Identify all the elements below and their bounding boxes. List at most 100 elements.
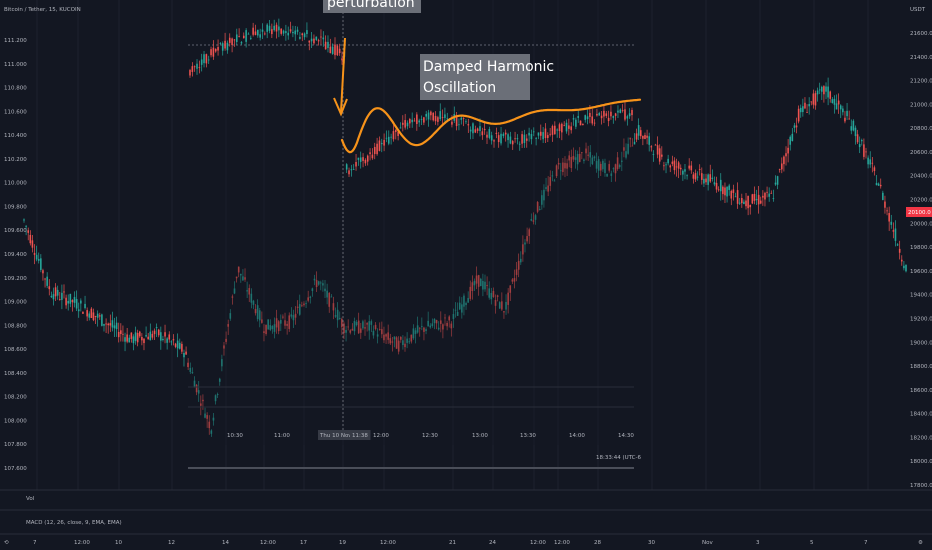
candle-body (589, 152, 592, 158)
candle-body (395, 337, 398, 349)
inset-candle-body (383, 139, 385, 146)
candle-body (122, 333, 124, 335)
inset-candle-body (476, 128, 479, 131)
candle-body (280, 320, 282, 324)
candle-body (852, 120, 855, 131)
inset-candle-body (558, 124, 561, 132)
candle-body (301, 305, 303, 307)
candle-body (844, 117, 846, 122)
candle-body (307, 297, 309, 301)
candle-body (669, 165, 672, 168)
candle-body (176, 340, 179, 349)
inset-candle-body (430, 111, 432, 116)
candle-body (31, 240, 34, 248)
candle-body (730, 190, 733, 199)
inset-candle-body (191, 66, 194, 72)
candle-body (717, 189, 720, 191)
inset-candle-body (226, 42, 229, 51)
candle-body (766, 191, 768, 193)
candle-body (793, 125, 796, 128)
time-axis-tick: 7 (864, 540, 868, 546)
left-axis-tick: 108.000 (4, 418, 27, 424)
time-axis-tick: 12:00 (74, 540, 90, 546)
candle-body (322, 283, 324, 286)
inset-candle-body (542, 132, 544, 140)
candle-body (136, 333, 139, 343)
candle-body (711, 177, 714, 179)
candle-body (751, 194, 754, 204)
candle-body (467, 297, 469, 303)
candle-body (602, 160, 604, 170)
candle-body (326, 290, 328, 298)
candle-body (473, 280, 476, 286)
inset-candle-body (282, 30, 285, 34)
inset-background (188, 0, 634, 445)
candle-body (614, 164, 617, 174)
inset-candle-body (610, 111, 612, 117)
inset-candle-body (451, 121, 453, 125)
oscillation-label-2: Oscillation (423, 80, 496, 96)
candle-body (82, 311, 84, 314)
candle-body (486, 285, 488, 287)
candle-body (749, 204, 752, 208)
inset-candle-body (628, 113, 631, 117)
candle-body (644, 135, 646, 140)
scroll-left-icon[interactable]: ⟲ (4, 540, 9, 546)
candle-body (35, 254, 38, 260)
left-axis-tick: 109.800 (4, 204, 27, 210)
candle-body (684, 169, 686, 172)
macd-label: MACD (12, 26, close, 9, EMA, EMA) (26, 520, 122, 526)
candle-body (421, 326, 423, 328)
candle-body (206, 415, 208, 419)
candle-body (835, 103, 838, 110)
candle-body (703, 178, 705, 184)
candle-body (648, 136, 650, 145)
inset-candle-body (296, 29, 299, 32)
candle-body (404, 343, 406, 348)
settings-icon[interactable]: ⚙ (918, 540, 923, 546)
candle-body (412, 328, 415, 339)
right-price-axis[interactable]: 21600.0 21400.0 21200.0 21000.0 20800.0 20600… (910, 31, 932, 489)
candle-body (867, 157, 869, 165)
inset-candle-body (462, 117, 465, 119)
main-time-axis[interactable]: 7 12:00 10 12 14 12:00 17 19 12:00 21 12:00 24 12:00… (33, 540, 868, 546)
candle-body (879, 184, 882, 187)
candle-body (103, 324, 105, 326)
candle-body (505, 301, 507, 310)
candle-body (141, 336, 143, 341)
left-axis-tick: 110.000 (4, 181, 27, 187)
candle-body (317, 281, 320, 285)
inset-candle-body (327, 41, 329, 48)
candle-body (25, 225, 27, 227)
inset-candle-body (626, 116, 629, 119)
candle-body (151, 333, 154, 338)
inset-candle-body (207, 59, 210, 61)
inset-candle-body (205, 54, 208, 64)
candle-body (517, 260, 520, 270)
candle-body (663, 165, 665, 167)
candle-body (722, 186, 724, 195)
candle-body (732, 189, 735, 193)
candle-body (267, 319, 269, 330)
inset-candle-body (511, 141, 514, 145)
candle-body (759, 200, 762, 204)
candle-body (160, 332, 162, 341)
inset-candle-body (380, 142, 383, 145)
perturbation-arrow (333, 37, 348, 117)
time-axis-tick: 17 (300, 540, 307, 546)
oscillation-box (420, 54, 530, 100)
inset-candle-body (425, 114, 428, 117)
inset-candle-body (366, 155, 369, 162)
candle-body (311, 288, 314, 291)
candle-body (341, 318, 343, 328)
left-axis-tick: 110.800 (4, 86, 27, 92)
candle-body (450, 323, 453, 329)
inset-candle-body (317, 40, 320, 42)
candle-body (606, 173, 608, 177)
time-axis-tick: 12:00 (530, 540, 546, 546)
candle-body (871, 162, 874, 164)
candle-body (884, 201, 886, 208)
inset-candle-body (240, 42, 243, 44)
candle-body (195, 384, 198, 393)
